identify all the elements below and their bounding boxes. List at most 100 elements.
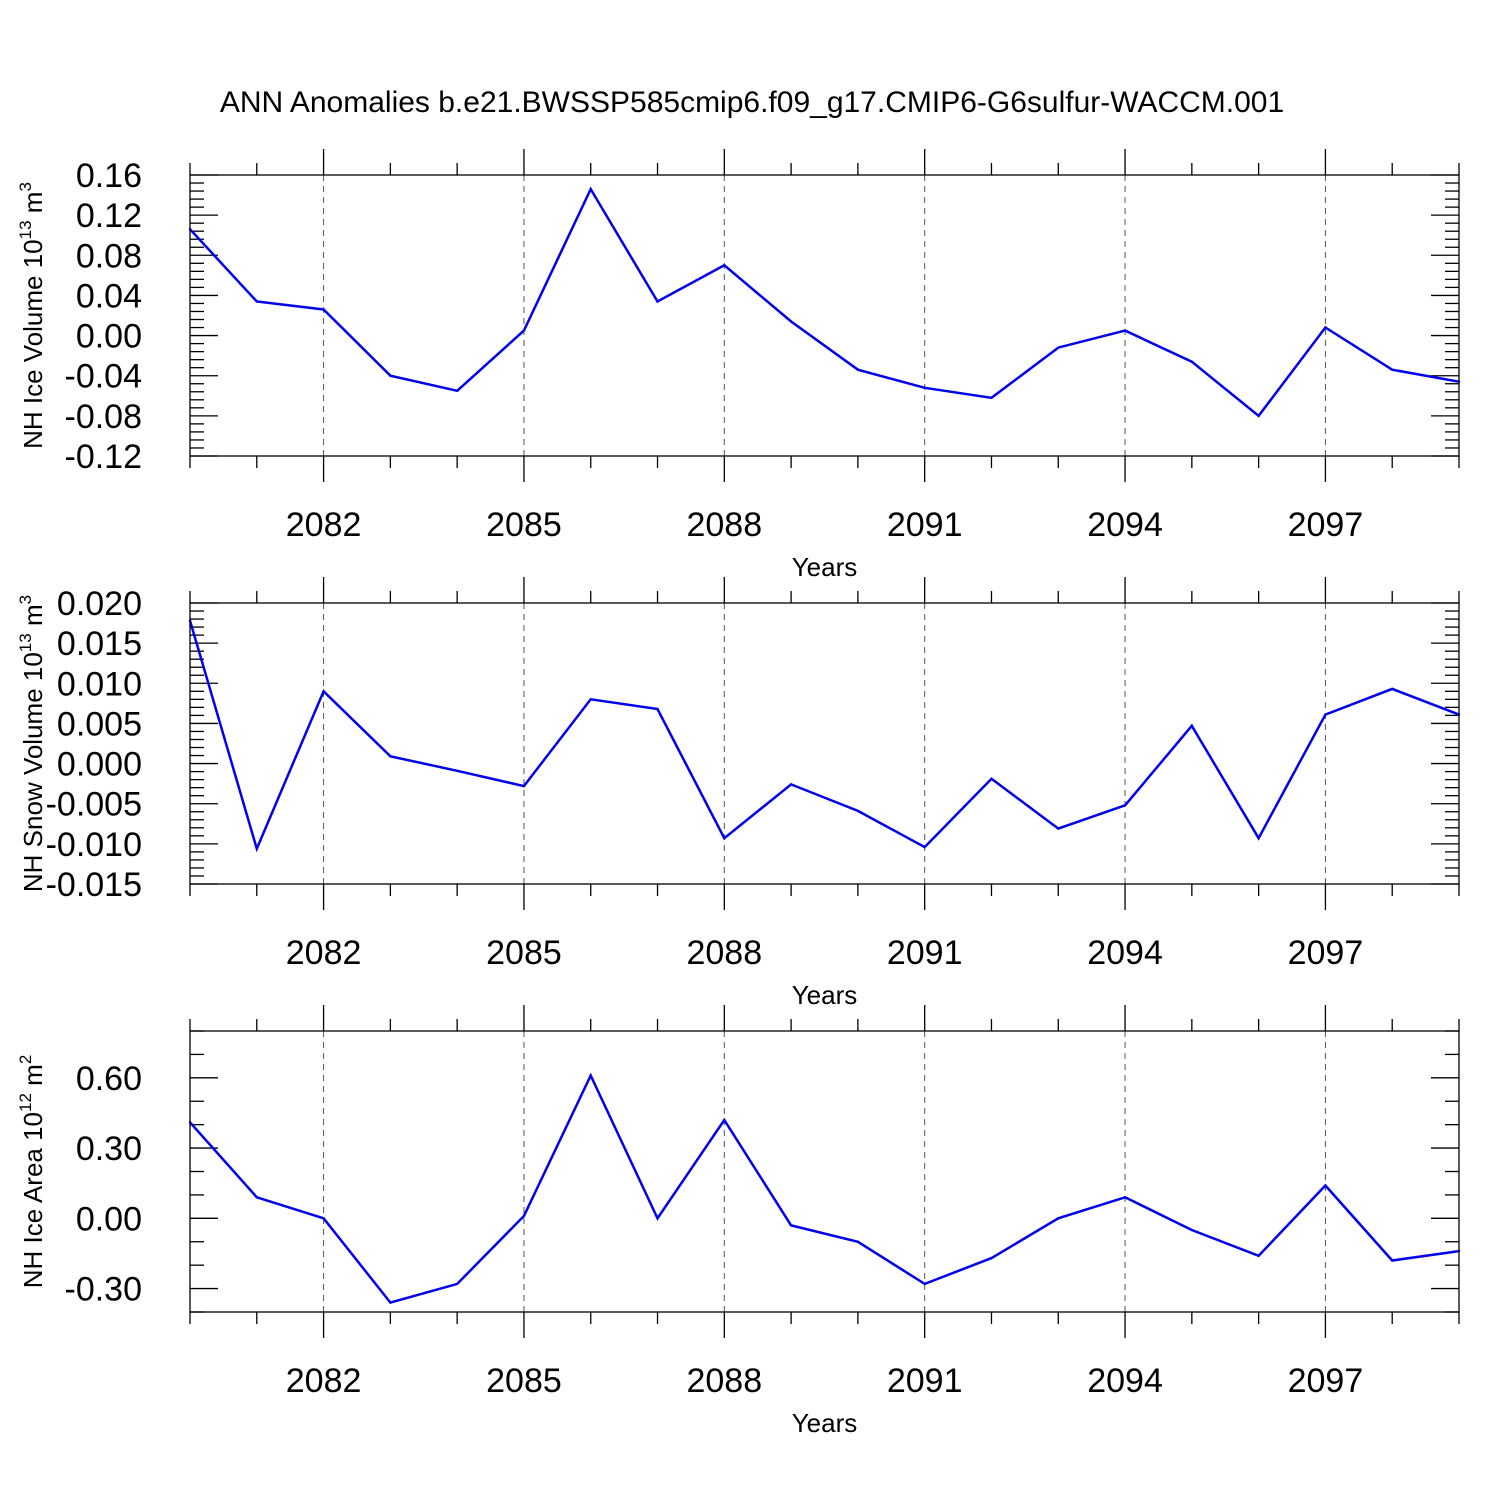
series-line (189, 186, 1460, 418)
y-tick-label: -0.30 (65, 1271, 143, 1309)
data-point (923, 1282, 926, 1286)
data-point (1057, 827, 1060, 830)
x-tick-label: 2091 (887, 1362, 963, 1400)
y-tick-label: 0.16 (76, 157, 142, 195)
x-tick-label: 2088 (686, 1362, 762, 1400)
data-point (1324, 326, 1327, 329)
data-point (1123, 1196, 1127, 1199)
y-tick-label: 0.04 (76, 277, 142, 315)
figure-title: ANN Anomalies b.e21.BWSSP585cmip6.f09_g1… (220, 86, 1284, 119)
y-tick-label: 0.000 (57, 746, 142, 784)
data-point (990, 777, 993, 781)
data-point (455, 1282, 459, 1286)
data-point (856, 809, 860, 813)
data-point (990, 396, 993, 399)
data-point (322, 690, 325, 693)
y-tick-label: -0.04 (65, 358, 143, 396)
y-tick-label: 0.00 (76, 318, 142, 356)
data-point (789, 320, 793, 323)
y-tick-label: 0.12 (76, 197, 142, 235)
data-point (1257, 414, 1260, 418)
x-tick-label: 2082 (286, 506, 362, 544)
data-point (656, 1217, 659, 1220)
data-point (1391, 1259, 1394, 1262)
data-point (589, 1074, 592, 1077)
x-tick-label: 2091 (887, 506, 963, 544)
x-tick-label: 2097 (1288, 1362, 1364, 1400)
data-point (1057, 1217, 1060, 1220)
data-point (589, 698, 592, 701)
data-point (1324, 713, 1327, 716)
data-point (322, 1217, 325, 1220)
y-tick-label: 0.00 (76, 1200, 142, 1238)
x-tick-label: 2091 (887, 934, 963, 972)
data-point (255, 300, 258, 303)
y-tick-label: 0.015 (57, 625, 142, 663)
data-point (1257, 837, 1260, 840)
y-tick-label: 0.020 (57, 585, 142, 623)
data-point (789, 1224, 793, 1227)
data-point (255, 847, 258, 850)
series-line (189, 1072, 1460, 1305)
data-point (1257, 1254, 1260, 1258)
data-point (723, 264, 726, 267)
x-tick-label: 2085 (486, 1362, 562, 1400)
y-axis-label: NH Ice Area 1012 m2 (16, 1055, 48, 1289)
data-point (723, 837, 726, 840)
data-point (923, 386, 926, 389)
panel-2: -0.015-0.010-0.0050.0000.0050.0100.0150.… (16, 577, 1461, 1010)
x-tick-label: 2094 (1087, 1362, 1163, 1400)
x-tick-label: 2088 (686, 934, 762, 972)
y-tick-label: 0.60 (76, 1060, 142, 1098)
data-point (856, 1240, 860, 1243)
x-tick-label: 2088 (686, 506, 762, 544)
data-point (856, 368, 860, 371)
x-axis-label: Years (792, 1408, 858, 1438)
x-tick-label: 2085 (486, 506, 562, 544)
data-point (789, 783, 793, 786)
y-tick-label: -0.12 (65, 438, 143, 476)
data-point (1123, 804, 1127, 807)
data-point (255, 1196, 258, 1199)
data-point (522, 329, 526, 332)
data-point (1190, 724, 1194, 728)
y-tick-label: 0.005 (57, 705, 142, 743)
data-point (322, 308, 325, 311)
data-point (723, 1118, 726, 1122)
x-tick-label: 2082 (286, 934, 362, 972)
y-tick-label: -0.015 (46, 866, 142, 904)
y-tick-label: -0.005 (46, 786, 142, 824)
y-tick-label: 0.08 (76, 237, 142, 275)
data-point (522, 784, 526, 788)
data-point (522, 1214, 526, 1218)
data-point (1123, 329, 1127, 332)
x-tick-label: 2085 (486, 934, 562, 972)
y-tick-label: 0.010 (57, 665, 142, 703)
x-tick-label: 2097 (1288, 506, 1364, 544)
panel-3: -0.30 0.00 0.30 0.60 2082 2085 2088 2091 2094 209… (16, 1005, 1461, 1438)
y-axis-label: NH Snow Volume 1013 m3 (16, 595, 48, 892)
plot-frame (189, 602, 1460, 885)
data-point (1190, 1228, 1194, 1232)
x-tick-label: 2094 (1087, 934, 1163, 972)
y-tick-label: -0.010 (46, 826, 142, 864)
data-point (656, 707, 659, 711)
x-axis-label: Years (792, 552, 858, 582)
data-point (389, 755, 392, 758)
data-point (389, 374, 392, 377)
plot-frame (189, 174, 1460, 457)
data-point (1190, 360, 1194, 363)
panel-1: -0.12-0.08-0.040.000.040.080.120.16 2082 2… (16, 149, 1461, 582)
x-tick-label: 2097 (1288, 934, 1364, 972)
x-axis-label: Years (792, 980, 858, 1010)
data-point (389, 1301, 392, 1304)
data-point (1391, 368, 1394, 371)
data-point (923, 845, 926, 849)
data-point (1391, 687, 1394, 691)
y-tick-label: 0.30 (76, 1130, 142, 1168)
x-tick-label: 2094 (1087, 506, 1163, 544)
data-point (589, 187, 592, 191)
data-point (1057, 346, 1060, 349)
